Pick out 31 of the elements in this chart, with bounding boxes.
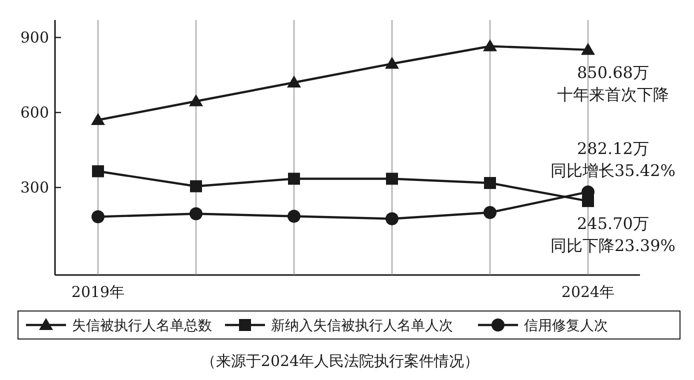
point xyxy=(483,39,497,52)
text: （来源于2024年人民法院执行案件情况） xyxy=(200,352,480,370)
point xyxy=(92,165,104,178)
point xyxy=(288,210,300,223)
x-tick-label: 2024年 xyxy=(561,283,615,301)
point xyxy=(190,207,202,220)
annotation: 282.12万 xyxy=(577,138,649,158)
point xyxy=(581,42,595,55)
annotation: 十年来首次下降 xyxy=(557,84,669,104)
point xyxy=(189,94,203,106)
point xyxy=(91,113,105,125)
legend-label: 新纳入失信被执行人名单人次 xyxy=(271,318,453,334)
point xyxy=(484,206,496,219)
y-tick-label: 900 xyxy=(20,28,49,46)
legend-label: 信用修复人次 xyxy=(524,318,608,334)
annotation: 同比增长35.42% xyxy=(550,160,676,180)
y-tick-label: 300 xyxy=(20,178,49,196)
x-tick-label: 2019年 xyxy=(71,283,125,301)
annotation: 850.68万 xyxy=(577,62,649,82)
point xyxy=(484,177,496,189)
point xyxy=(386,212,398,226)
legend-label: 失信被执行人名单总数 xyxy=(72,318,212,334)
annotation: 245.70万 xyxy=(577,214,649,234)
point xyxy=(288,172,300,185)
point xyxy=(92,210,104,224)
point xyxy=(287,76,301,88)
point xyxy=(385,56,399,69)
point xyxy=(386,172,398,185)
y-tick-label: 600 xyxy=(20,104,49,122)
annotation: 同比下降23.39% xyxy=(550,236,676,256)
point xyxy=(190,180,202,192)
